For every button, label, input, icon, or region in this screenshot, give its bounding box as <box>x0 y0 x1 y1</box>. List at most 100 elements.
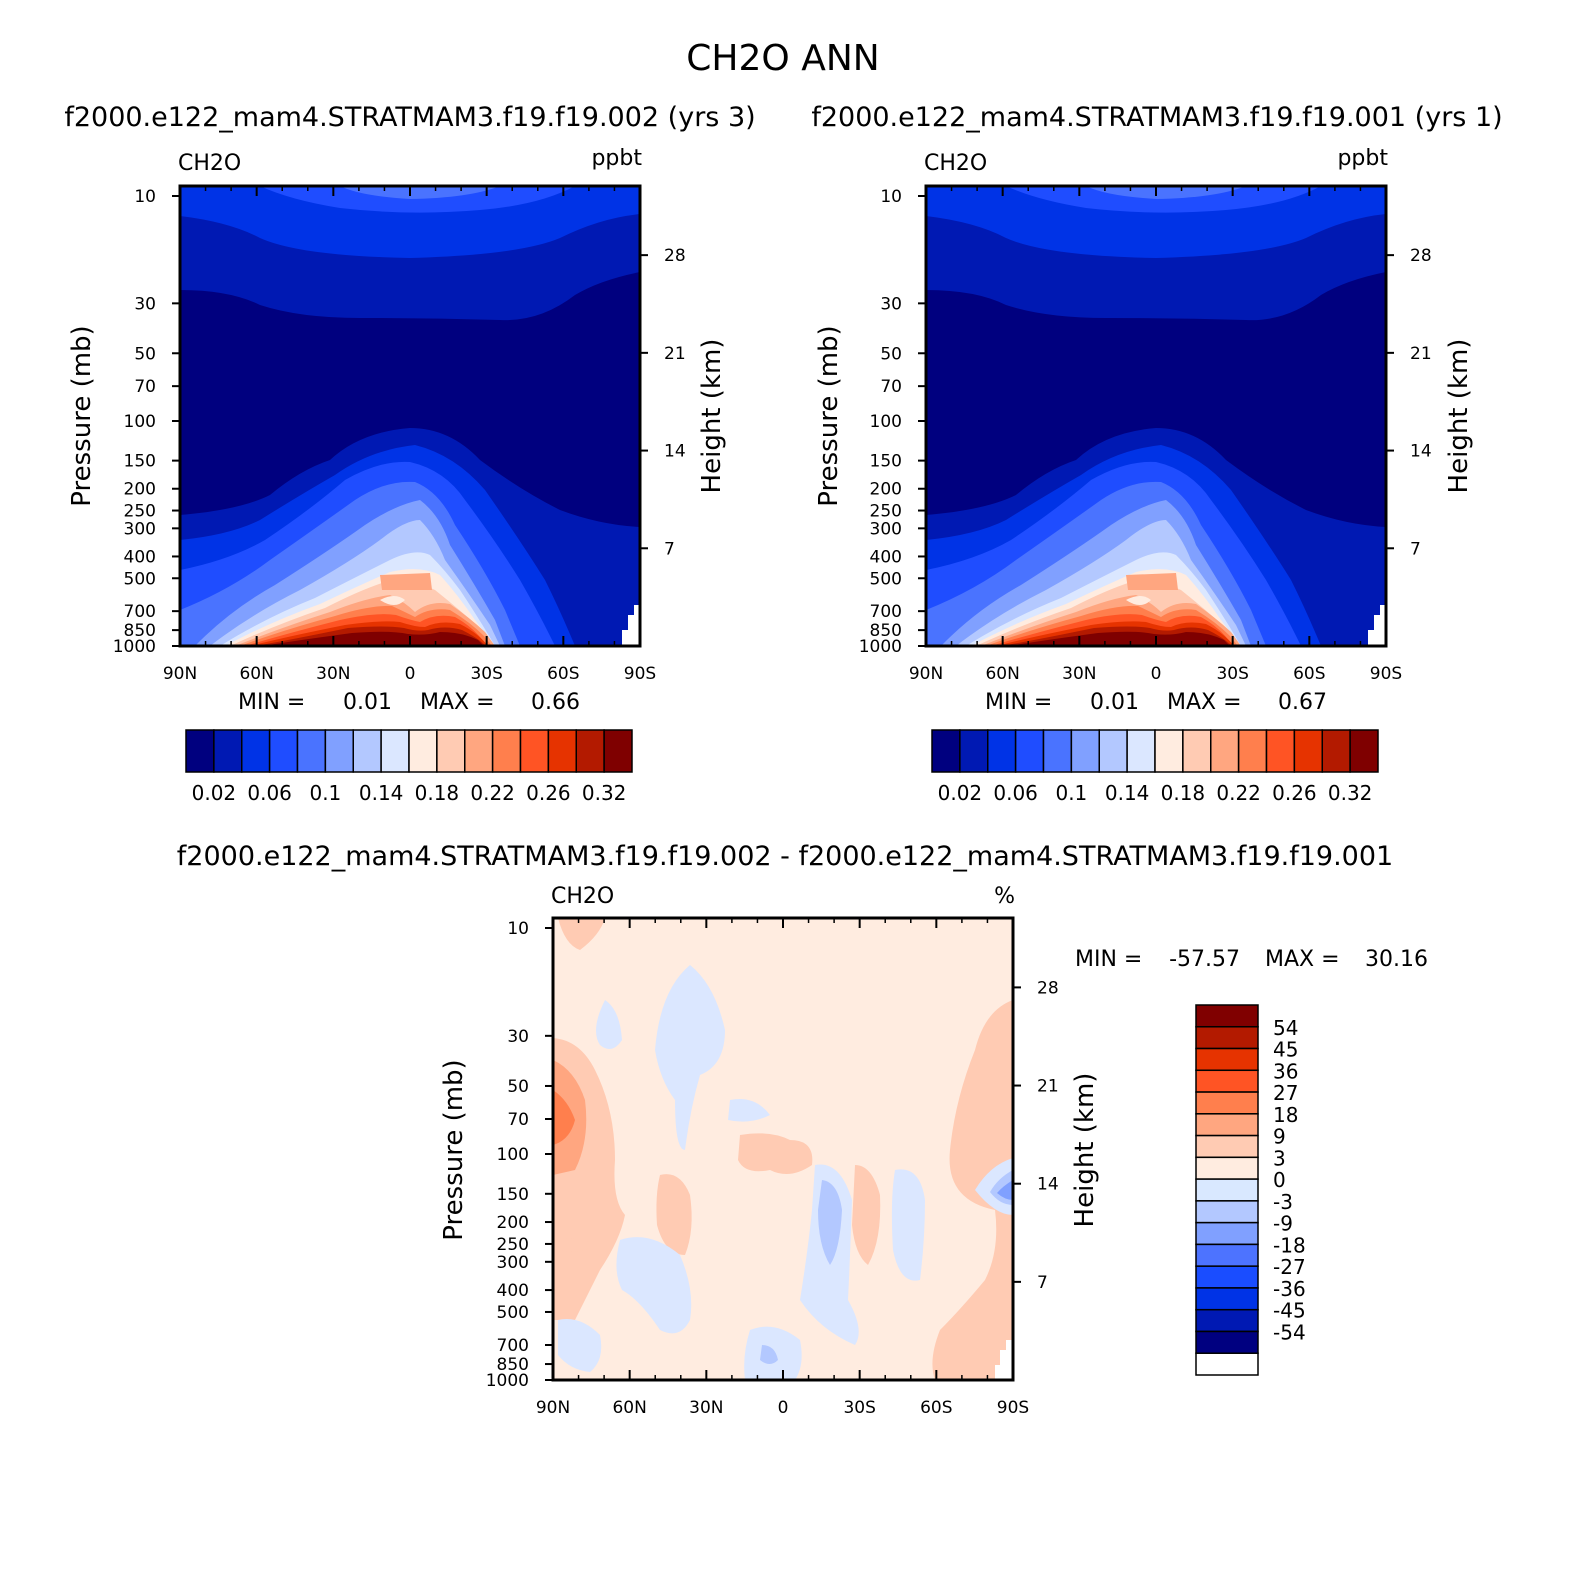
case1-variable-label: CH2O <box>178 151 241 176</box>
x-tick-label: 0 <box>778 1398 789 1418</box>
level-band <box>260 186 575 213</box>
case2-min-label: MIN = <box>985 690 1052 715</box>
colorbar-box <box>1293 729 1323 773</box>
colorbar-box <box>575 729 605 773</box>
x-tick-label: 90N <box>163 664 197 684</box>
case2-ylabel: Pressure (mb) <box>814 325 844 506</box>
colorbar-box <box>1014 729 1045 773</box>
y-right-tick-label: 21 <box>1037 1077 1059 1097</box>
y-right-tick-label: 28 <box>664 246 686 266</box>
colorbar-label: -3 <box>1273 1190 1293 1214</box>
y-right-tick-label: 7 <box>1410 539 1421 559</box>
case1-ylabel-right: Height (km) <box>697 339 727 494</box>
x-tick-label: 90N <box>536 1398 570 1418</box>
level-band <box>558 918 605 950</box>
y-right-tick-label: 28 <box>1410 246 1432 266</box>
x-tick-label: 60S <box>547 664 579 684</box>
y-right-tick-label: 28 <box>1037 978 1059 998</box>
y-tick-label: 400 <box>870 547 902 567</box>
y-tick-label: 150 <box>124 452 156 472</box>
diff-ylabel-right: Height (km) <box>1070 1073 1100 1228</box>
colorbar-box <box>436 729 466 773</box>
colorbar-box <box>1195 1352 1259 1376</box>
level-band <box>560 1238 595 1252</box>
colorbar-box <box>324 729 354 773</box>
colorbar-label: -18 <box>1273 1233 1306 1257</box>
diff-panel: 90N 60N 30N 0 30S 60S 90S103050701001502002503… <box>439 884 1428 1418</box>
y-tick-label: 500 <box>497 1303 529 1323</box>
x-tick-label: 30S <box>843 1398 875 1418</box>
colorbar-label: 0.26 <box>526 781 571 805</box>
colorbar-box <box>1195 1287 1259 1311</box>
level-band <box>656 1174 692 1255</box>
x-tick-label: 90S <box>997 1398 1029 1418</box>
colorbar-box <box>1195 1178 1259 1202</box>
colorbar-box <box>491 729 522 773</box>
colorbar-box <box>296 729 327 773</box>
y-tick-label: 150 <box>870 452 902 472</box>
y-right-tick-label: 14 <box>1410 442 1432 462</box>
y-tick-label: 200 <box>870 480 902 500</box>
x-tick-label: 30N <box>316 664 350 684</box>
colorbar-box <box>1210 729 1240 773</box>
colorbar-box <box>1042 729 1073 773</box>
y-tick-label: 850 <box>497 1355 529 1375</box>
y-tick-label: 200 <box>497 1213 529 1233</box>
colorbar-box <box>1195 1200 1259 1224</box>
y-tick-label: 850 <box>124 621 156 641</box>
level-band <box>728 1099 770 1122</box>
level-band <box>1126 573 1178 590</box>
y-tick-label: 70 <box>134 377 156 397</box>
colorbar-box <box>1349 729 1379 773</box>
colorbar-box <box>1195 1243 1259 1267</box>
colorbar-box <box>464 729 494 773</box>
colorbar-label: 0.26 <box>1272 781 1317 805</box>
colorbar-label: 0.1 <box>309 781 341 805</box>
colorbar-box <box>1195 1026 1259 1050</box>
colorbar-label: 0.22 <box>1216 781 1261 805</box>
case2-variable-label: CH2O <box>924 151 987 176</box>
y-tick-label: 250 <box>497 1235 529 1255</box>
level-band <box>1126 596 1151 605</box>
y-tick-label: 500 <box>124 569 156 589</box>
colorbar-box <box>185 729 215 773</box>
colorbar-box <box>1265 729 1296 773</box>
level-band <box>553 1090 575 1145</box>
case2-min-value: 0.01 <box>1090 690 1139 715</box>
colorbar-label: -54 <box>1273 1320 1306 1344</box>
colorbar-label: 0.06 <box>247 781 292 805</box>
case1-max-label: MAX = <box>420 690 495 715</box>
colorbar-box <box>352 729 382 773</box>
colorbar-box <box>1195 1330 1259 1354</box>
case1-contour-field <box>180 186 640 646</box>
level-band <box>1086 186 1246 199</box>
y-tick-label: 700 <box>497 1336 529 1356</box>
y-tick-label: 200 <box>124 480 156 500</box>
level-band <box>262 631 484 646</box>
case1-min-value: 0.01 <box>343 690 392 715</box>
level-band <box>655 965 725 1150</box>
x-tick-label: 60N <box>985 664 1019 684</box>
colorbar-label: 0.32 <box>1328 781 1373 805</box>
colorbar-label: 18 <box>1273 1103 1298 1127</box>
colorbar-label: -45 <box>1273 1299 1306 1323</box>
level-band <box>997 1180 1013 1200</box>
level-band <box>616 1237 692 1334</box>
level-band <box>738 1133 813 1174</box>
y-tick-label: 400 <box>497 1281 529 1301</box>
level-band <box>1008 631 1230 646</box>
y-right-tick-label: 7 <box>1037 1273 1048 1293</box>
colorbar-box <box>408 729 438 773</box>
colorbar-label: 0.14 <box>1105 781 1150 805</box>
colorbar-box <box>1321 729 1351 773</box>
colorbar-box <box>1237 729 1268 773</box>
y-tick-label: 1000 <box>859 637 902 657</box>
x-tick-label: 0 <box>405 664 416 684</box>
case1-heading: f2000.e122_mam4.STRATMAM3.f19.f19.002 (y… <box>64 102 755 133</box>
colorbar-box <box>1195 1069 1259 1093</box>
missing-data <box>1368 605 1386 646</box>
colorbar-box <box>241 729 271 773</box>
level-band <box>818 1180 842 1265</box>
colorbar-label: -9 <box>1273 1212 1293 1236</box>
